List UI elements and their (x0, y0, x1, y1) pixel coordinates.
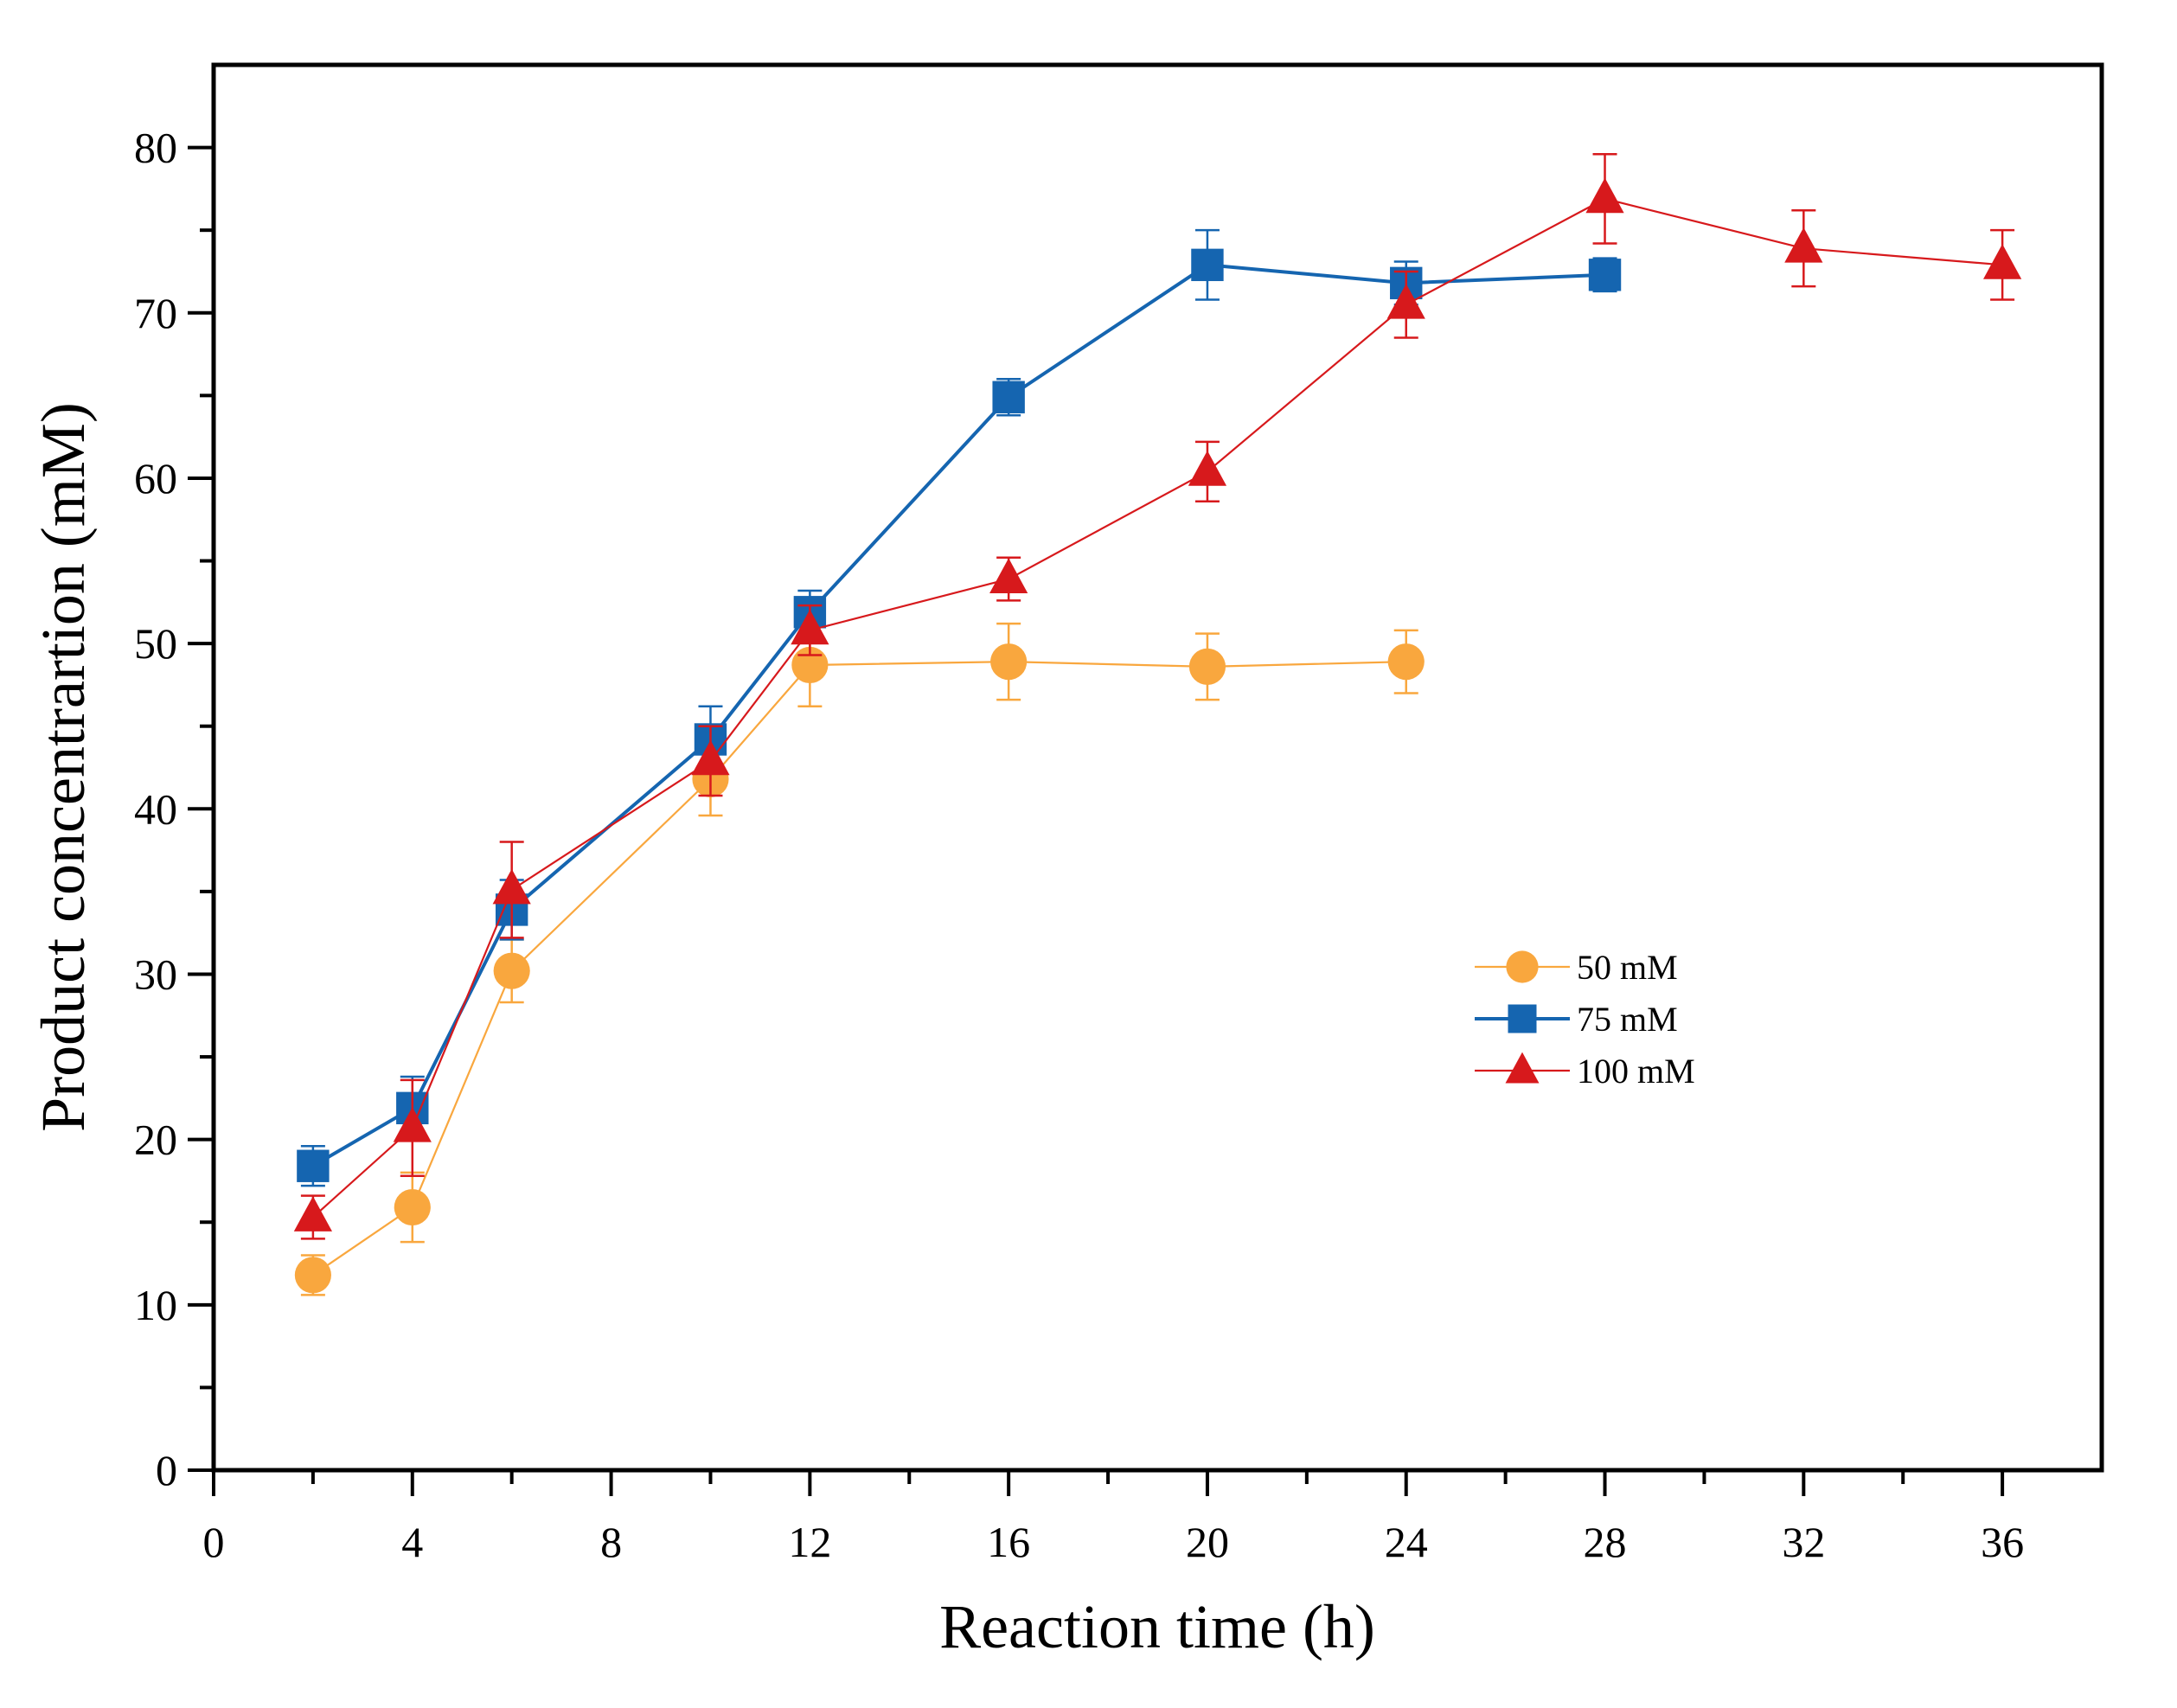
legend-label: 50 mM (1577, 948, 1678, 987)
x-tick-label: 32 (1782, 1518, 1825, 1566)
data-point (293, 1196, 332, 1231)
data-point (1188, 648, 1226, 685)
data-point (990, 643, 1028, 681)
series-line (312, 661, 1406, 1276)
data-point (992, 381, 1025, 413)
x-axis-ticks (212, 1470, 2005, 1496)
data-point (1784, 227, 1823, 263)
y-axis-tick-labels: 0 10 20 30 40 50 60 70 80 (134, 124, 177, 1494)
x-tick-label: 8 (600, 1518, 622, 1566)
x-tick-label: 20 (1186, 1518, 1229, 1566)
x-tick-label: 28 (1584, 1518, 1627, 1566)
y-tick-label: 0 (156, 1446, 177, 1494)
x-tick-label: 24 (1385, 1518, 1428, 1566)
data-point (493, 952, 530, 989)
data-point (1386, 283, 1425, 319)
x-tick-label: 4 (401, 1518, 423, 1566)
series-line (311, 263, 1605, 1167)
data-point (791, 609, 829, 645)
y-tick-label: 20 (134, 1116, 177, 1164)
legend-entry: 75 mM (1475, 1000, 1678, 1039)
plot-area-frame (211, 62, 2104, 1473)
data-point (691, 739, 730, 776)
legend-label: 100 mM (1577, 1052, 1695, 1091)
data-point (297, 1149, 330, 1182)
data-point (1588, 259, 1622, 291)
legend-marker (1506, 950, 1539, 983)
data-point (394, 1188, 431, 1226)
series-1-group (297, 228, 1622, 1187)
x-axis-tick-labels: 0 4 8 12 16 20 24 28 32 36 (203, 1518, 2025, 1566)
series-0-group (294, 622, 1425, 1296)
data-point (492, 868, 531, 905)
x-tick-label: 36 (1981, 1518, 2024, 1566)
y-tick-label: 60 (134, 454, 177, 502)
data-point (1983, 244, 2022, 279)
legend-entry: 100 mM (1475, 1052, 1695, 1091)
y-tick-label: 10 (134, 1281, 177, 1329)
data-point (1387, 643, 1425, 681)
data-point (1585, 177, 1624, 214)
y-tick-label: 70 (134, 289, 177, 337)
legend: 50 mM 75 mM 100 mM (1475, 948, 1695, 1091)
series-2-group (293, 152, 2022, 1240)
y-tick-label: 30 (134, 950, 177, 998)
legend-marker (1508, 1004, 1537, 1033)
x-axis-title: Reaction time (h) (939, 1592, 1375, 1661)
legend-label: 75 mM (1577, 1000, 1678, 1039)
legend-marker (1505, 1052, 1540, 1084)
y-axis-ticks (188, 145, 214, 1472)
legend-entry: 50 mM (1475, 948, 1678, 987)
data-point (989, 558, 1028, 593)
series-layer (293, 152, 2022, 1296)
data-point (1191, 248, 1224, 282)
y-tick-label: 50 (134, 619, 177, 668)
x-tick-label: 16 (987, 1518, 1030, 1566)
y-tick-label: 40 (134, 784, 177, 833)
x-tick-label: 12 (788, 1518, 831, 1566)
data-point (294, 1257, 331, 1294)
y-tick-label: 80 (134, 124, 177, 172)
series-line (312, 197, 2003, 1219)
y-axis-title: Product concentrartion (mM) (29, 402, 98, 1132)
x-tick-label: 0 (203, 1518, 225, 1566)
data-point (1188, 451, 1227, 486)
data-point (393, 1107, 432, 1142)
